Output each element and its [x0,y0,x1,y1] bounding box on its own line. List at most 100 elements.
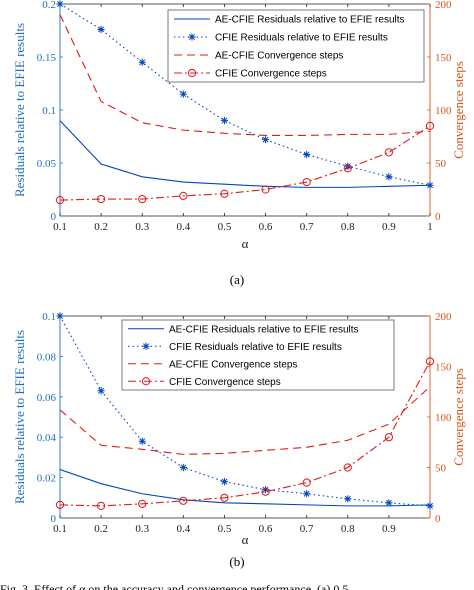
y-right-tick-label: 150 [435,52,452,64]
series-2-point [261,486,270,494]
y-left-tick-label: 0.2 [42,0,56,11]
series-2-point [385,173,393,181]
series-4-point [302,177,311,187]
y-left-axis-label: Residuals relative to EFIE results [12,330,27,504]
series-4-point [220,493,229,502]
series-layer [60,4,430,201]
series-4-point [425,121,435,131]
series-4-point [302,478,311,487]
x-axis-label: α [242,236,249,251]
series-4-point [179,191,188,200]
legend: AE-CFIE Residuals relative to EFIE resul… [121,319,395,391]
series-2-point [344,495,352,503]
series-2-point [303,490,311,498]
x-tick-label: 0.4 [176,523,190,535]
y-right-axis-label: Convergence steps [451,368,466,466]
x-tick-label: 0.5 [218,523,232,535]
y-left-axis-label: Residuals relative to EFIE results [12,23,27,197]
series-2-point [138,437,146,445]
x-axis-label: α [242,532,249,547]
legend: AE-CFIE Residuals relative to EFIE resul… [167,9,425,83]
series-2-point [344,162,352,170]
series-4-point [343,463,352,472]
caption-b: (b) [229,554,244,569]
y-right-tick-label: 100 [435,412,452,424]
series-4-point [97,194,106,204]
caption-a: (a) [230,272,244,287]
y-right-tick-label: 0 [435,211,441,223]
series-4-point [261,487,270,496]
x-tick-label: 0.1 [53,523,67,535]
series-4-point [384,148,393,157]
series-2-point [56,0,64,8]
legend-marker-4 [187,68,197,78]
series-2-point [220,478,229,486]
series-line-2 [60,316,430,507]
series-line-3 [60,386,430,455]
y-right-tick-label: 100 [435,105,452,117]
series-2-point [261,136,270,144]
series-2-point [179,90,187,98]
y-right-tick-label: 50 [435,463,447,475]
y-right-tick-label: 0 [435,513,441,525]
x-tick-label: 0.7 [300,221,314,233]
legend-label-4: CFIE Convergence steps [215,69,327,80]
y-left-tick-label: 0 [51,211,57,223]
y-left-tick-label: 0.05 [37,158,57,170]
y-left-tick-label: 0.15 [37,52,57,64]
legend-label-2: CFIE Residuals relative to EFIE results [169,342,342,353]
x-tick-label: 0.7 [300,523,314,535]
series-2-point [426,181,434,189]
x-tick-label: 0.9 [382,523,396,535]
legend-marker-2 [188,33,196,41]
series-2-point [97,25,105,34]
series-4-point [261,185,270,194]
legend-label-1: AE-CFIE Residuals relative to EFIE resul… [215,15,405,26]
series-2-point [220,117,229,125]
series-line-1 [60,468,430,507]
legend-label-4: CFIE Convergence steps [169,377,281,388]
chart-a: 0.1 0.2 0.3 0.4 0.5 0.6 0.7 0.8 0.9 100.050.10.15… [12,0,466,251]
legend-marker-4 [141,377,151,386]
x-tick-label: 0.5 [218,221,232,233]
series-4-point [97,501,106,510]
series-4-point [55,500,65,509]
series-4-point [384,433,393,442]
x-tick-label: 0.2 [94,523,108,535]
legend-label-2: CFIE Residuals relative to EFIE results [215,33,388,44]
series-line-1 [60,120,430,188]
y-right-tick-label: 200 [435,311,452,323]
legend-marker-2 [142,342,150,350]
series-layer [60,316,430,507]
series-4-point [179,496,188,505]
x-tick-label: 0.3 [135,523,149,535]
legend-label-3: AE-CFIE Convergence steps [215,51,343,62]
series-2-point [303,150,311,159]
series-4-point [425,357,435,366]
legend-box [167,9,425,83]
x-tick-label: 0.4 [176,221,190,233]
y-left-tick-label: 0.1 [42,311,56,323]
series-4-point [343,164,352,173]
x-tick-label: 1 [427,221,433,233]
y-right-tick-label: 50 [435,158,447,170]
y-right-tick-label: 150 [435,362,452,374]
series-4-point [138,499,147,508]
legend-box [121,319,395,391]
y-left-tick-label: 0.04 [37,432,57,444]
series-4-point [138,194,147,204]
x-tick-label: 0.6 [259,221,273,233]
x-tick-label: 0.9 [382,221,396,233]
series-4-point [220,189,229,198]
y-left-tick-label: 0.06 [37,392,57,404]
y-right-axis-label: Convergence steps [451,61,466,159]
y-left-tick-label: 0.02 [37,473,56,485]
chart-b: 0.1 0.2 0.3 0.4 0.5 0.6 0.7 0.8 0.9 0 0.02 0.04 0.06… [12,311,466,547]
series-2-point [56,312,64,320]
legend-label-1: AE-CFIE Residuals relative to EFIE resul… [169,324,359,335]
y-right-tick-label: 200 [435,0,452,11]
x-tick-label: 0.2 [94,221,108,233]
x-tick-label: 0.8 [341,221,355,233]
series-2-point [426,502,434,510]
